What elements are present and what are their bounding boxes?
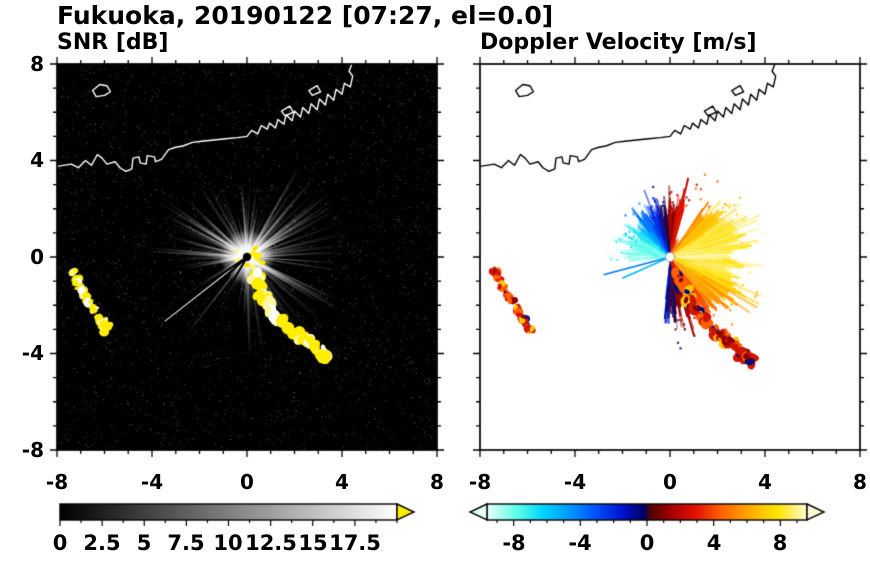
velocity-panel-title: Doppler Velocity [m/s] — [480, 30, 757, 55]
cbar-tick-label: 7.5 — [167, 531, 205, 555]
cbar-tick-label: 0 — [52, 531, 68, 555]
cbar-tick-label: 8 — [772, 531, 788, 555]
cbar-tick-label: -8 — [502, 531, 526, 555]
y-tick-label: 0 — [30, 245, 44, 269]
x-tick-label: -4 — [140, 470, 164, 494]
x-tick-label: -8 — [468, 470, 492, 494]
x-tick-label: 8 — [853, 470, 867, 494]
y-tick-label: 4 — [30, 148, 44, 172]
cbar-tick-label: 4 — [706, 531, 722, 555]
cbar-tick-label: 15 — [298, 531, 328, 555]
cbar-tick-label: 5 — [136, 531, 152, 555]
x-tick-label: 4 — [335, 470, 349, 494]
velocity-plot — [468, 52, 870, 462]
snr-colorbar — [52, 500, 424, 530]
y-tick-label: -4 — [21, 341, 44, 365]
x-tick-label: 8 — [430, 470, 444, 494]
cbar-tick-label: 10 — [213, 531, 243, 555]
y-tick-label: 8 — [30, 52, 44, 76]
figure-title: Fukuoka, 20190122 [07:27, el=0.0] — [57, 1, 554, 30]
velocity-colorbar — [462, 500, 840, 530]
snr-plot — [45, 52, 449, 462]
cbar-tick-label: 2.5 — [83, 531, 121, 555]
x-tick-label: 0 — [240, 470, 254, 494]
x-tick-label: -4 — [563, 470, 587, 494]
cbar-tick-label: 0 — [639, 531, 655, 555]
x-tick-label: 0 — [663, 470, 677, 494]
x-tick-label: 4 — [758, 470, 772, 494]
cbar-tick-label: 12.5 — [245, 531, 297, 555]
x-tick-label: -8 — [45, 470, 69, 494]
cbar-tick-label: 17.5 — [329, 531, 381, 555]
cbar-tick-label: -4 — [568, 531, 592, 555]
snr-panel-title: SNR [dB] — [57, 30, 169, 55]
y-tick-label: -8 — [21, 438, 44, 462]
